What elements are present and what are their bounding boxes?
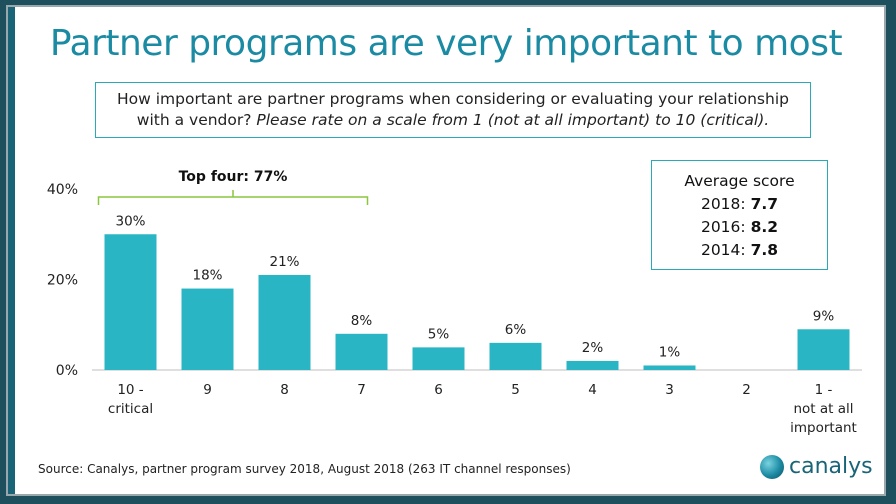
category-label: 9 xyxy=(203,382,212,398)
source-note: Source: Canalys, partner program survey … xyxy=(38,462,571,476)
data-label: 18% xyxy=(192,268,222,284)
y-tick-label: 40% xyxy=(47,182,78,198)
question-line-1: How important are partner programs when … xyxy=(117,90,789,108)
data-label: 6% xyxy=(505,322,527,338)
y-tick-label: 0% xyxy=(56,363,78,379)
average-score-row-2014: 2014: 7.8 xyxy=(700,241,779,259)
category-label: 3 xyxy=(665,382,674,398)
question-line-2: with a vendor? xyxy=(136,111,257,129)
data-label: 8% xyxy=(351,313,373,329)
bar xyxy=(335,333,388,370)
bar xyxy=(566,360,619,370)
category-label: 10 - xyxy=(117,382,143,398)
category-label: important xyxy=(790,420,857,436)
y-tick-label: 20% xyxy=(47,273,78,289)
category-label: 2 xyxy=(742,382,751,398)
category-label: critical xyxy=(108,401,153,417)
data-label: 21% xyxy=(269,254,299,270)
category-label: 4 xyxy=(588,382,597,398)
bar xyxy=(258,274,311,370)
category-label: not at all xyxy=(793,401,853,417)
category-label: 1 - xyxy=(815,382,833,398)
logo-text: canalys xyxy=(789,454,873,479)
average-score-row-2018: 2018: 7.7 xyxy=(700,195,779,213)
data-label: 9% xyxy=(813,308,835,324)
slide: Partner programs are very important to m… xyxy=(6,5,886,496)
data-label: 2% xyxy=(582,340,604,356)
bar xyxy=(489,342,542,370)
category-label: 7 xyxy=(357,382,366,398)
question-scale-instruction: Please rate on a scale from 1 (not at al… xyxy=(256,111,770,129)
average-score-row-2016: 2016: 8.2 xyxy=(700,218,779,236)
data-label: 5% xyxy=(428,326,450,342)
top-four-bracket xyxy=(97,190,369,205)
category-label: 6 xyxy=(434,382,443,398)
bar xyxy=(797,329,850,370)
question-box: How important are partner programs when … xyxy=(95,82,811,138)
canalys-logo: canalys xyxy=(760,454,873,479)
globe-icon xyxy=(760,454,784,479)
slide-title: Partner programs are very important to m… xyxy=(49,23,843,64)
average-score-box: Average score 2018: 7.7 2016: 8.2 2014: … xyxy=(651,160,828,270)
bar-chart: 0%20%40%30%10 -critical18%921%88%75%66%5… xyxy=(47,169,862,436)
top-four-annotation: Top four: 77% xyxy=(179,169,288,185)
bar xyxy=(412,347,465,370)
bar xyxy=(643,365,696,370)
data-label: 1% xyxy=(659,344,681,360)
left-accent-bar xyxy=(8,7,15,494)
bar xyxy=(104,234,157,370)
category-label: 8 xyxy=(280,382,289,398)
bar xyxy=(181,288,234,370)
category-label: 5 xyxy=(511,382,520,398)
data-label: 30% xyxy=(115,213,145,229)
average-score-heading: Average score xyxy=(684,172,795,190)
